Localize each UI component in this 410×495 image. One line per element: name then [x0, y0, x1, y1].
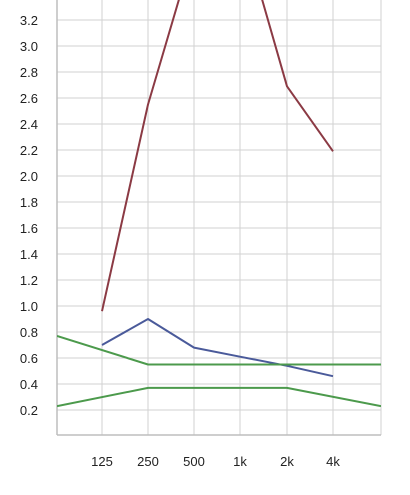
y-tick-label: 1.2 [20, 273, 38, 288]
y-tick-label: 0.2 [20, 403, 38, 418]
y-tick-label: 1.4 [20, 247, 38, 262]
axes [56, 0, 381, 436]
series-line-3 [57, 334, 381, 366]
y-tick-label: 0.6 [20, 351, 38, 366]
y-tick-label: 3.2 [20, 13, 38, 28]
y-tick-label: 2.2 [20, 143, 38, 158]
series-layer [57, 0, 381, 408]
y-tick-label: 2.8 [20, 65, 38, 80]
y-tick-label: 2.0 [20, 169, 38, 184]
y-tick-labels: 3.2 3.0 2.8 2.6 2.4 2.2 2.0 1.8 1.6 1.4 1.2 1.0 0.8 0… [20, 13, 38, 418]
y-tick-label: 2.4 [20, 117, 38, 132]
series-line-4 [57, 386, 381, 408]
x-tick-label: 1k [233, 454, 247, 469]
grid [56, 0, 382, 435]
series-line-2 [101, 318, 334, 378]
x-tick-label: 125 [91, 454, 113, 469]
x-tick-label: 250 [137, 454, 159, 469]
y-tick-label: 2.6 [20, 91, 38, 106]
x-tick-label: 500 [183, 454, 205, 469]
y-tick-label: 1.8 [20, 195, 38, 210]
y-tick-label: 3.0 [20, 39, 38, 54]
series-line-1 [101, 0, 334, 312]
y-tick-label: 1.0 [20, 299, 38, 314]
x-tick-label: 2k [280, 454, 294, 469]
x-tick-label: 4k [326, 454, 340, 469]
y-tick-label: 0.8 [20, 325, 38, 340]
y-tick-label: 1.6 [20, 221, 38, 236]
y-tick-label: 0.4 [20, 377, 38, 392]
x-tick-labels: 125 250 500 1k 2k 4k [91, 454, 340, 469]
